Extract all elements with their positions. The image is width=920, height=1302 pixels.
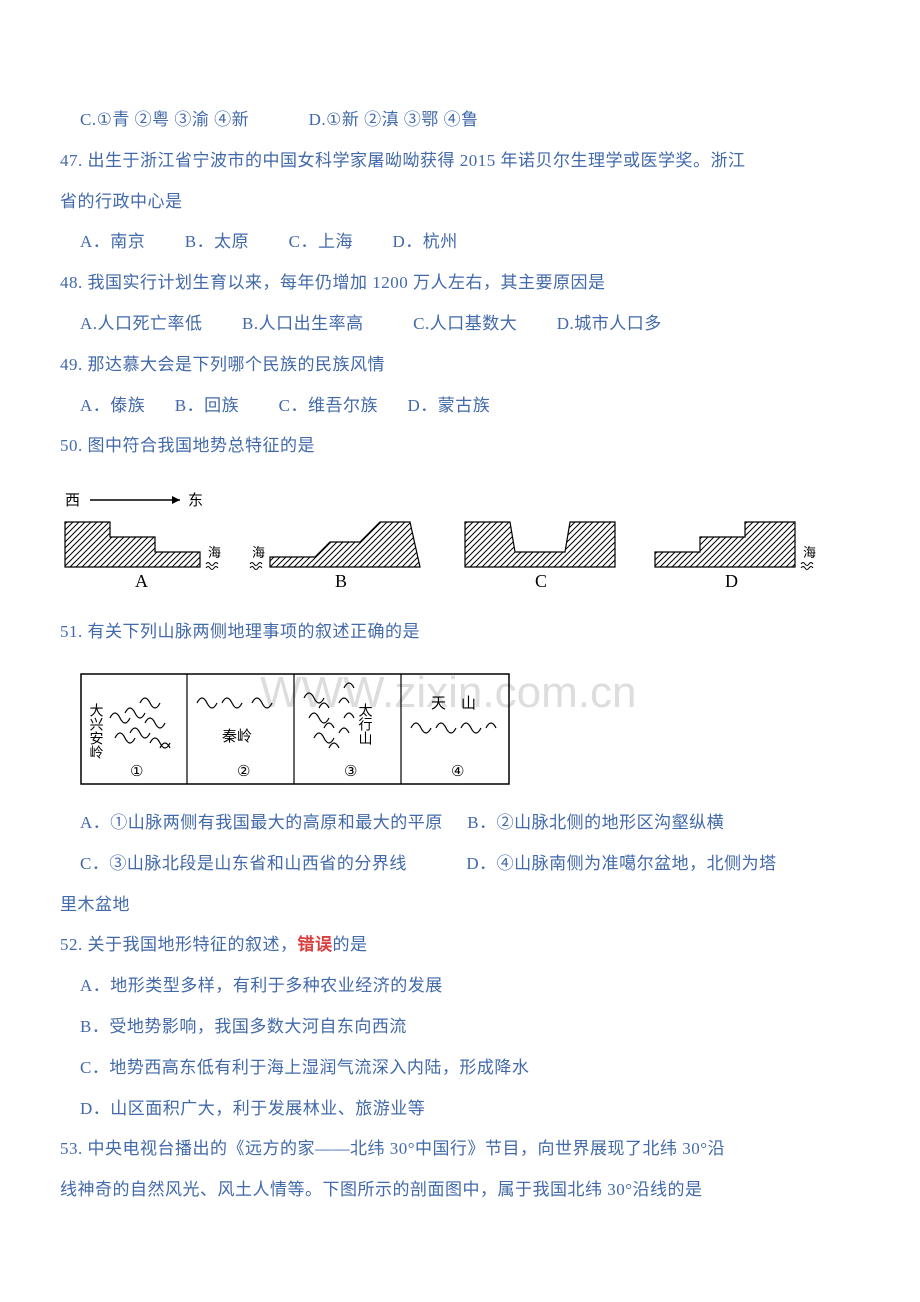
- q51-stem: 51. 有关下列山脉两侧地理事项的叙述正确的是: [60, 612, 860, 653]
- q52-stem-error: 错误: [298, 935, 333, 954]
- q52-option-a: A．地形类型多样，有利于多种农业经济的发展: [60, 966, 860, 1007]
- q52-option-c: C．地势西高东低有利于海上湿润气流深入内陆，形成降水: [60, 1048, 860, 1089]
- q46-option-c: C.①青 ②粤 ③渝 ④新: [80, 110, 249, 129]
- svg-text:B: B: [335, 571, 347, 591]
- svg-text:A: A: [135, 571, 148, 591]
- q51-option-c: C．③山脉北段是山东省和山西省的分界线: [80, 854, 407, 873]
- q52-option-d: D．山区面积广大，利于发展林业、旅游业等: [60, 1089, 860, 1130]
- q48-options: A.人口死亡率低 B.人口出生率高 C.人口基数大 D.城市人口多: [60, 304, 860, 345]
- q53-stem-line2: 线神奇的自然风光、风土人情等。下图所示的剖面图中，属于我国北纬 30°沿线的是: [60, 1170, 860, 1211]
- q47-stem-line2: 省的行政中心是: [60, 182, 860, 223]
- q49-option-d: D．蒙古族: [407, 396, 490, 415]
- q52-stem-post: 的是: [333, 935, 368, 954]
- q48-option-b: B.人口出生率高: [242, 314, 364, 333]
- q51-figure: 大兴安岭 ① 秦岭 ②: [80, 673, 860, 793]
- q49-option-b: B．回族: [175, 396, 239, 415]
- q49-option-c: C．维吾尔族: [279, 396, 378, 415]
- q49-stem: 49. 那达慕大会是下列哪个民族的民族风情: [60, 345, 860, 386]
- q50-figure: 西 东 海 A 海 B C: [60, 487, 860, 602]
- q51-options-cd: C．③山脉北段是山东省和山西省的分界线 D．④山脉南侧为准噶尔盆地，北侧为塔: [60, 844, 860, 885]
- q49-options: A．傣族 B．回族 C．维吾尔族 D．蒙古族: [60, 386, 860, 427]
- q52-stem: 52. 关于我国地形特征的叙述，错误的是: [60, 925, 860, 966]
- q47-stem-line1: 47. 出生于浙江省宁波市的中国女科学家屠呦呦获得 2015 年诺贝尔生理学或医…: [60, 141, 860, 182]
- svg-text:大兴安岭: 大兴安岭: [88, 703, 104, 759]
- q48-stem: 48. 我国实行计划生育以来，每年仍增加 1200 万人左右，其主要原因是: [60, 263, 860, 304]
- q51-option-d: D．④山脉南侧为准噶尔盆地，北侧为塔: [466, 854, 776, 873]
- svg-text:C: C: [535, 571, 547, 591]
- svg-text:海: 海: [803, 545, 816, 560]
- q47-option-a: A．南京: [80, 232, 145, 251]
- svg-text:海: 海: [208, 545, 221, 560]
- q48-option-d: D.城市人口多: [557, 314, 662, 333]
- q48-option-a: A.人口死亡率低: [80, 314, 203, 333]
- svg-text:秦岭: 秦岭: [222, 728, 252, 745]
- q47-option-b: B．太原: [185, 232, 249, 251]
- q53-stem-line1: 53. 中央电视台播出的《远方的家——北纬 30°中国行》节目，向世界展现了北纬…: [60, 1129, 860, 1170]
- q51-option-d2: 里木盆地: [60, 885, 860, 926]
- q48-option-c: C.人口基数大: [413, 314, 517, 333]
- svg-text:①: ①: [130, 764, 143, 780]
- q52-stem-pre: 52. 关于我国地形特征的叙述，: [60, 935, 298, 954]
- q47-options: A．南京 B．太原 C．上海 D．杭州: [60, 222, 860, 263]
- q51-options-ab: A．①山脉两侧有我国最大的高原和最大的平原 B．②山脉北侧的地形区沟壑纵横: [60, 803, 860, 844]
- q51-option-b: B．②山脉北侧的地形区沟壑纵横: [467, 813, 724, 832]
- svg-text:③: ③: [344, 764, 357, 780]
- q47-option-c: C．上海: [289, 232, 353, 251]
- q49-option-a: A．傣族: [80, 396, 145, 415]
- svg-text:天 山: 天 山: [431, 695, 476, 712]
- q46-option-d: D.①新 ②滇 ③鄂 ④鲁: [309, 110, 479, 129]
- svg-text:太行山: 太行山: [357, 703, 373, 745]
- svg-text:D: D: [725, 571, 738, 591]
- q52-option-b: B．受地势影响，我国多数大河自东向西流: [60, 1007, 860, 1048]
- svg-text:④: ④: [451, 764, 464, 780]
- q50-stem: 50. 图中符合我国地势总特征的是: [60, 426, 860, 467]
- svg-text:西: 西: [65, 493, 80, 509]
- q51-option-a: A．①山脉两侧有我国最大的高原和最大的平原: [80, 813, 443, 832]
- svg-text:海: 海: [252, 545, 265, 560]
- q47-option-d: D．杭州: [392, 232, 457, 251]
- svg-text:东: 东: [188, 492, 203, 509]
- svg-text:②: ②: [237, 764, 250, 780]
- q46-options-cd: C.①青 ②粤 ③渝 ④新 D.①新 ②滇 ③鄂 ④鲁: [60, 100, 860, 141]
